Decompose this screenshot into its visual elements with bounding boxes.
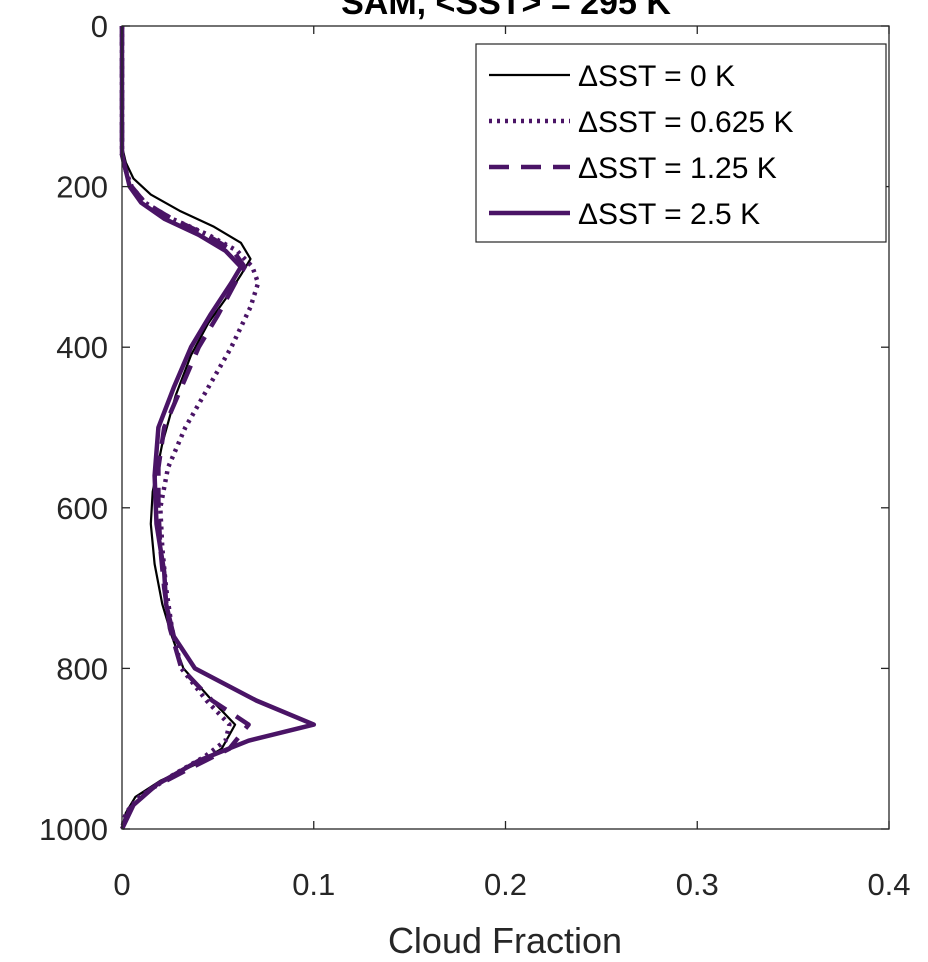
series-line-2 [119, 26, 251, 830]
chart-title: SAM, <SST> = 295 K [341, 0, 671, 22]
x-tick-label: 0.3 [676, 867, 719, 902]
y-tick-label: 800 [56, 651, 108, 686]
series-line-3 [119, 26, 317, 830]
legend: ΔSST = 0 K ΔSST = 0.625 K ΔSST = 1.25 K ΔSS… [475, 43, 887, 243]
legend-label: ΔSST = 0 K [578, 60, 735, 93]
legend-label: ΔSST = 2.5 K [578, 198, 760, 231]
x-tick-label: 0.4 [867, 867, 910, 902]
axis-ticks: 0 0.1 0.2 0.3 0.4 0 200 400 600 800 1000 [39, 9, 911, 902]
x-axis-label: Cloud Fraction [388, 920, 622, 961]
x-tick-label: 0.2 [484, 867, 527, 902]
plot-lines [119, 26, 317, 830]
y-tick-label: 400 [56, 330, 108, 365]
y-tick-label: 1000 [39, 812, 108, 847]
legend-label: ΔSST = 0.625 K [578, 106, 793, 139]
y-tick-label: 200 [56, 170, 108, 205]
legend-label: ΔSST = 1.25 K [578, 152, 777, 185]
y-tick-label: 0 [91, 9, 108, 44]
x-tick-label: 0.1 [292, 867, 335, 902]
plot-area-frame [121, 25, 890, 830]
y-tick-label: 600 [56, 491, 108, 526]
legend-box [475, 43, 887, 243]
series-line-1 [119, 26, 261, 830]
x-tick-label: 0 [113, 867, 130, 902]
